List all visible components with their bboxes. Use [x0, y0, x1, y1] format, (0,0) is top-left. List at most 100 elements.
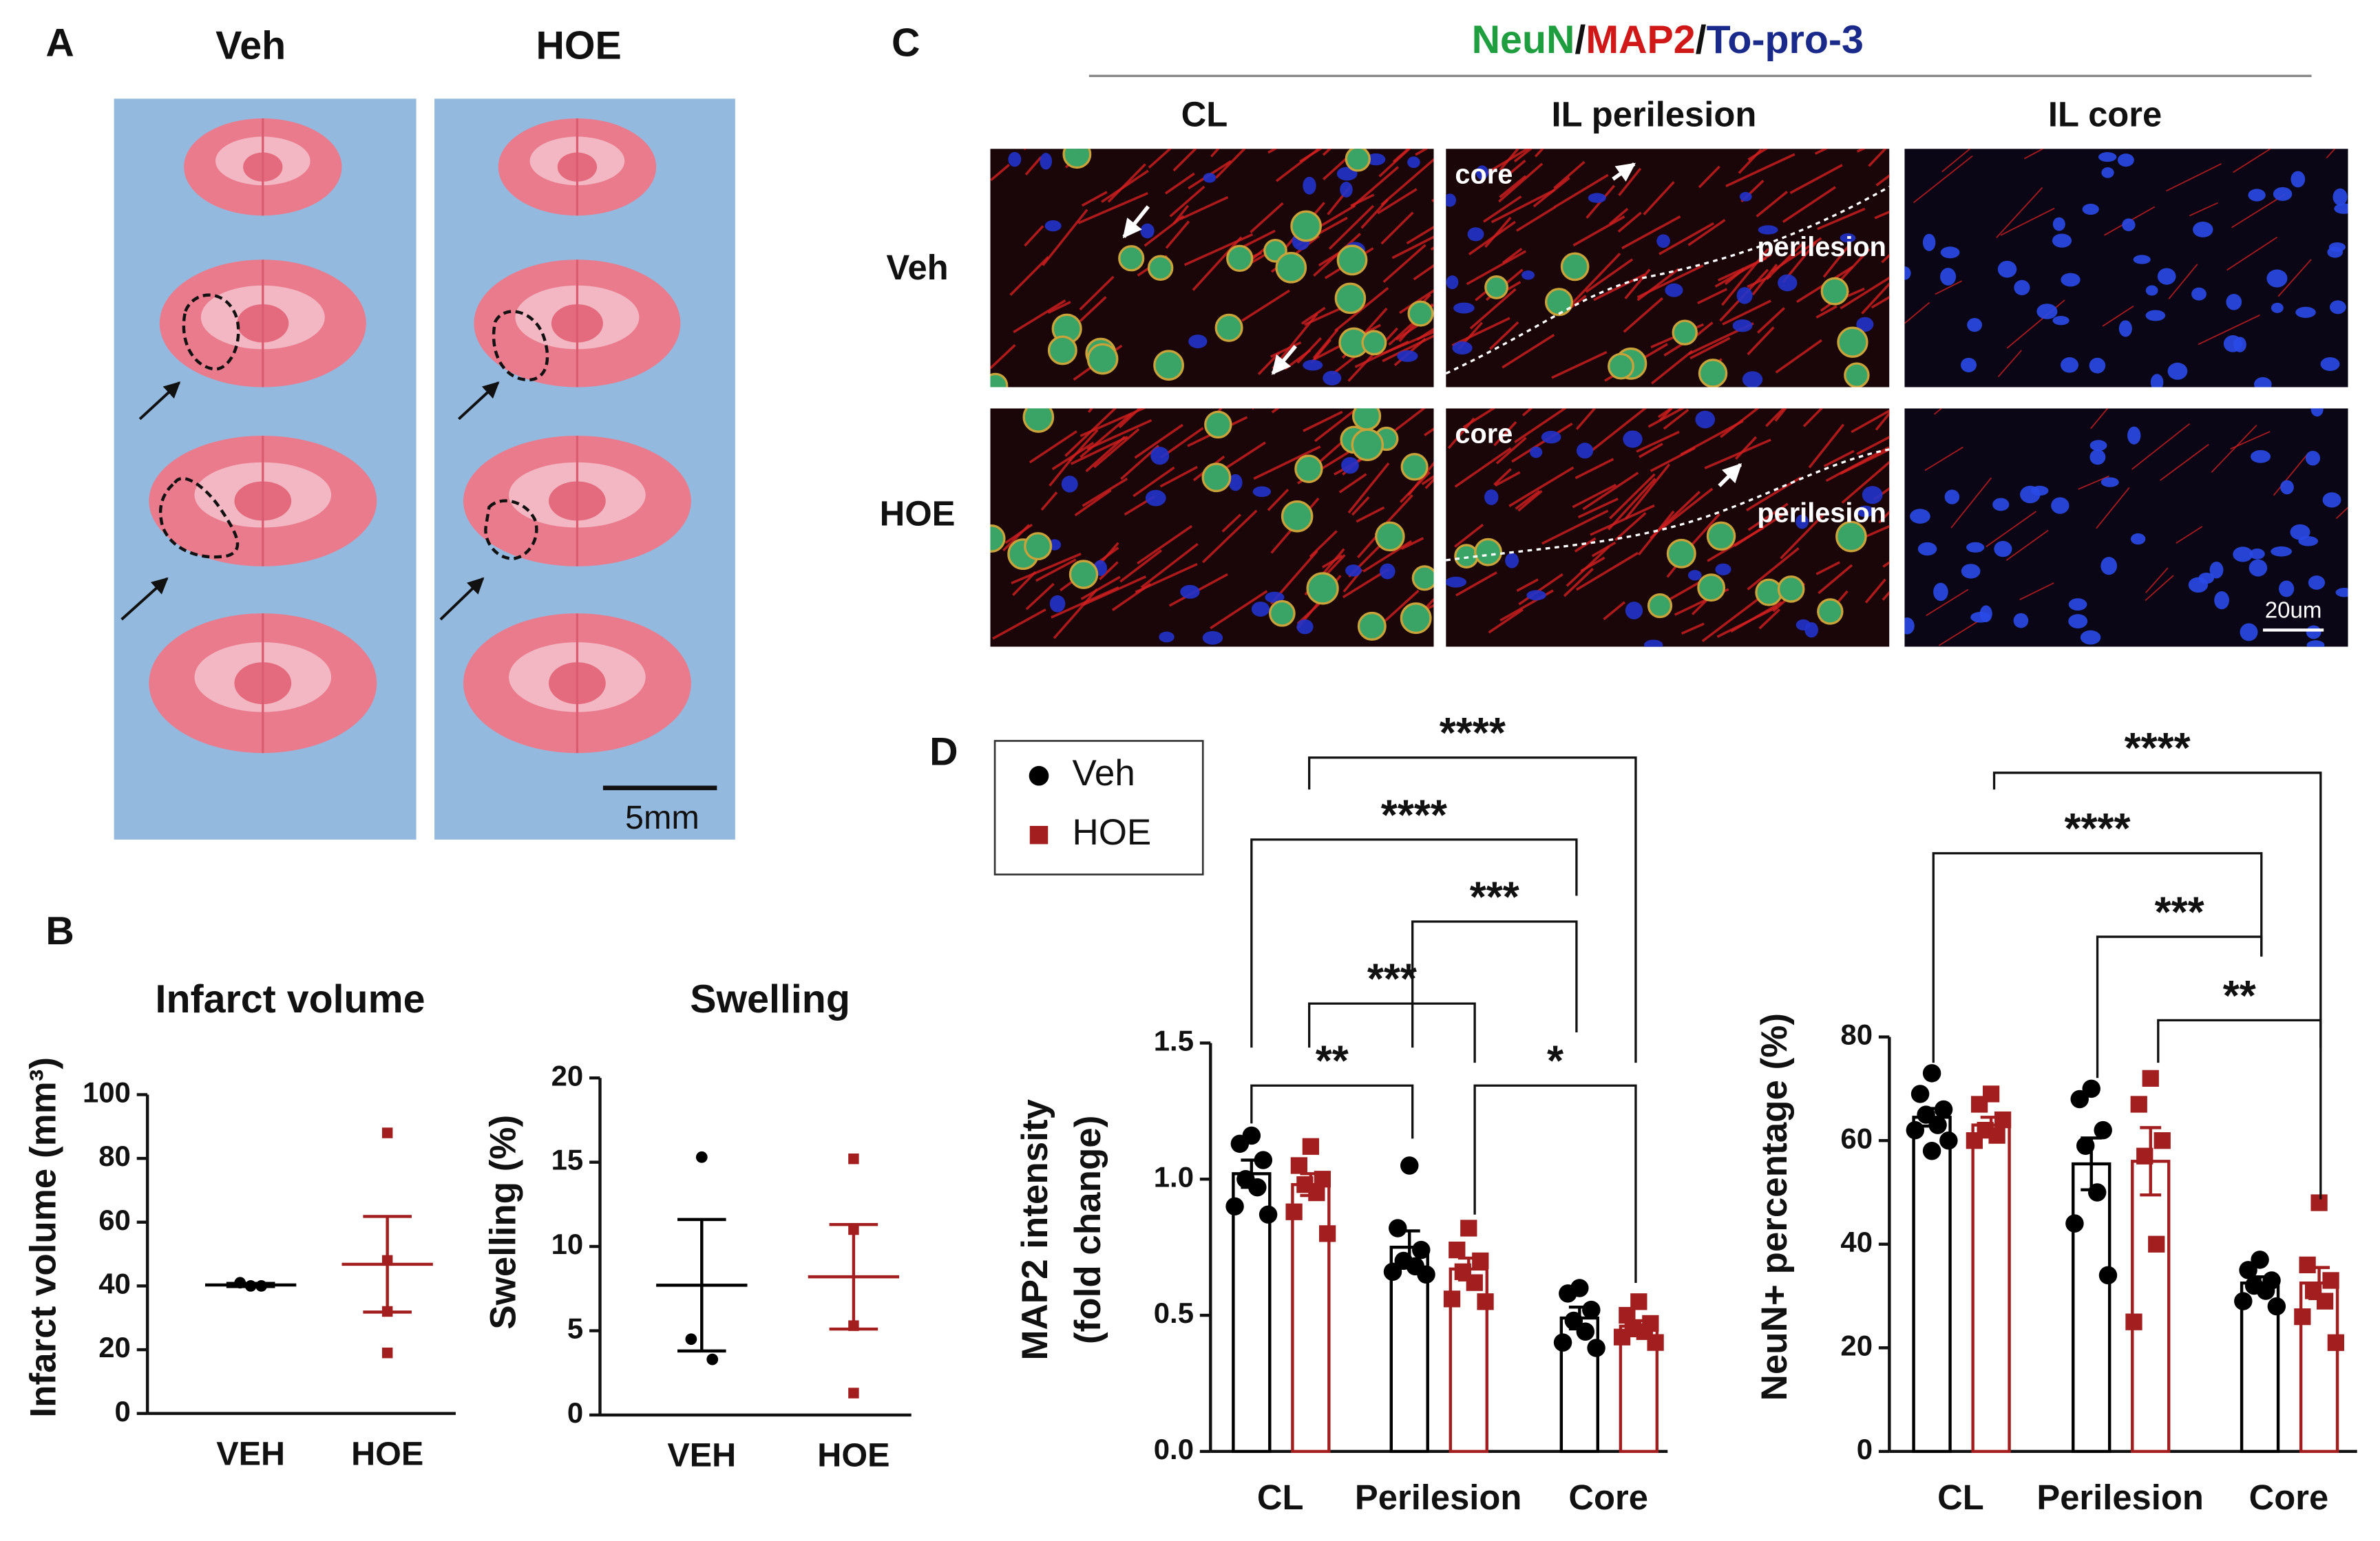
- neuron: [1204, 410, 1232, 439]
- fiber: [1698, 165, 1720, 189]
- x-tick-label: VEH: [216, 1435, 285, 1472]
- fiber: [1882, 591, 1890, 601]
- data-point: [685, 1333, 697, 1346]
- micrograph-bg: [1904, 408, 2348, 647]
- region-label: perilesion: [1757, 498, 1886, 528]
- row-label: HOE: [880, 493, 956, 533]
- fiber: [1725, 153, 1795, 188]
- fiber: [1734, 436, 1757, 460]
- nucleus: [1366, 153, 1386, 166]
- nucleus: [1739, 191, 1752, 202]
- nucleus: [2030, 485, 2049, 496]
- fiber: [1086, 419, 1152, 451]
- data-point: [1559, 1284, 1577, 1303]
- legend-label: HOE: [1073, 812, 1152, 853]
- neuron: [1647, 593, 1673, 619]
- nucleus: [2271, 302, 2284, 313]
- fiber: [2145, 575, 2174, 602]
- fiber: [1322, 149, 1332, 156]
- fiber: [1563, 568, 1594, 597]
- x-tick-label: HOE: [817, 1436, 889, 1474]
- fiber: [1841, 460, 1890, 504]
- nucleus: [1044, 220, 1062, 232]
- nucleus: [1446, 275, 1459, 290]
- fiber: [1004, 523, 1033, 544]
- fiber: [1913, 155, 1973, 204]
- nucleus: [1159, 631, 1175, 643]
- data-point: [2076, 1136, 2095, 1155]
- fiber: [1413, 264, 1434, 281]
- fiber: [1591, 541, 1616, 557]
- fiber: [1508, 466, 1575, 507]
- data-point: [2322, 1272, 2339, 1289]
- nucleus: [2130, 533, 2146, 545]
- fiber: [1871, 295, 1890, 309]
- nucleus: [1910, 509, 1930, 524]
- y-tick-label: 15: [551, 1144, 584, 1176]
- data-point: [2148, 1235, 2165, 1253]
- fiber: [1689, 337, 1731, 360]
- fiber: [1837, 248, 1871, 284]
- neuron: [1281, 500, 1314, 533]
- nucleus: [1541, 430, 1561, 444]
- fiber: [1351, 166, 1400, 208]
- fiber: [1267, 489, 1289, 511]
- fiber: [1716, 606, 1778, 638]
- nucleus: [1576, 443, 1594, 459]
- nucleus: [1252, 486, 1272, 498]
- nucleus: [2089, 357, 2106, 374]
- nucleus: [2295, 306, 2316, 318]
- data-point: [1647, 1334, 1664, 1351]
- fiber: [1502, 334, 1555, 369]
- fiber: [1941, 149, 1971, 173]
- fiber: [1681, 622, 1705, 635]
- y-tick-label: 1.0: [1154, 1160, 1194, 1193]
- fiber: [1868, 149, 1887, 167]
- significance-label: ****: [1440, 710, 1506, 757]
- nucleus: [1265, 591, 1285, 603]
- micrograph: core perilesion: [1446, 149, 1890, 387]
- fiber: [1502, 247, 1523, 264]
- data-point: [1971, 1096, 1988, 1113]
- neuron: [1375, 521, 1405, 552]
- nucleus: [2305, 450, 2321, 466]
- data-point: [1613, 1328, 1631, 1346]
- fiber: [1380, 158, 1434, 206]
- data-point: [2316, 1293, 2334, 1310]
- fiber: [2273, 452, 2310, 496]
- fiber: [1082, 575, 1147, 606]
- column-label: CL: [1181, 94, 1228, 134]
- nucleus: [1904, 266, 1911, 280]
- bar: [1971, 1123, 2011, 1454]
- data-point: [1910, 1085, 1930, 1103]
- fiber: [2019, 582, 2054, 601]
- nucleus: [1992, 498, 2010, 511]
- nucleus: [2082, 204, 2099, 215]
- lesion-border: [1446, 448, 1890, 562]
- fiber: [2233, 149, 2272, 173]
- nucleus: [2127, 426, 2141, 445]
- fiber: [2160, 444, 2209, 481]
- data-point: [1576, 1322, 1595, 1341]
- fiber: [1513, 149, 1533, 162]
- fiber: [1415, 149, 1429, 156]
- fiber: [1789, 164, 1843, 194]
- fiber: [1093, 428, 1140, 469]
- column-label: IL perilesion: [1551, 94, 1756, 134]
- data-point: [1443, 1290, 1461, 1308]
- micrographs: core perilesion core perilesion 20um: [990, 149, 2348, 647]
- nucleus: [1687, 570, 1702, 581]
- y-axis-label: Infarct volume (mm³): [23, 1057, 63, 1418]
- nucleus: [1933, 582, 1948, 602]
- nucleus: [2254, 376, 2272, 387]
- region-label: core: [1455, 419, 1513, 449]
- nucleus: [1484, 489, 1499, 505]
- fiber: [1516, 206, 1556, 232]
- nucleus: [2248, 189, 2266, 202]
- fiber: [1423, 597, 1434, 611]
- fiber: [1515, 489, 1541, 510]
- fiber: [1119, 549, 1162, 583]
- fiber: [1111, 583, 1152, 611]
- separator: /: [1575, 18, 1586, 62]
- nucleus: [2214, 591, 2229, 610]
